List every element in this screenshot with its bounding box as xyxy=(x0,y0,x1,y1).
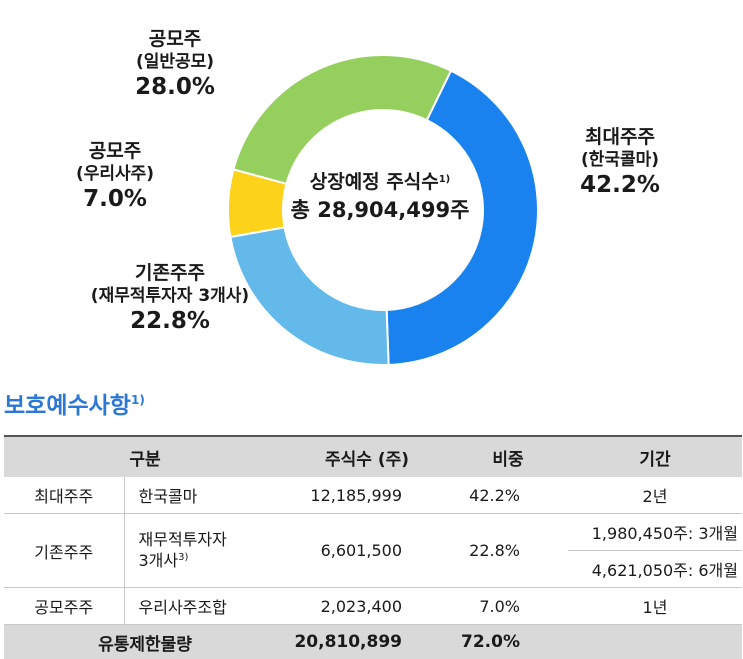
lockup-table: 구분 주식수 (주) 비중 기간 최대주주 한국콜마 12,185,999 42… xyxy=(4,435,742,659)
row-period: 1년 xyxy=(568,588,742,625)
total-period xyxy=(568,625,742,659)
center-value: 총 28,904,499주 xyxy=(270,196,490,224)
section-title: 보호예수사항1) xyxy=(4,386,145,420)
slice-label-largest-shareholder: 최대주주 (한국콜마) 42.2% xyxy=(555,126,685,200)
donut-center-label: 상장예정 주식수1) 총 28,904,499주 xyxy=(270,170,490,224)
center-title: 상장예정 주식수1) xyxy=(270,170,490,196)
table-row: 기존주주 재무적투자자 3개사3) 6,601,500 22.8% 1,980,… xyxy=(4,514,742,551)
header-shares: 주식수 (주) xyxy=(286,436,448,477)
table-row: 공모주주 우리사주조합 2,023,400 7.0% 1년 xyxy=(4,588,742,625)
total-label: 유통제한물량 xyxy=(4,625,286,659)
row-period: 1,980,450주: 3개월 xyxy=(568,514,742,551)
row-ratio: 42.2% xyxy=(448,477,568,514)
row-period: 2년 xyxy=(568,477,742,514)
row-group: 기존주주 xyxy=(4,514,124,588)
slice-label-public-offering: 공모주 (일반공모) 28.0% xyxy=(115,28,235,102)
total-ratio: 72.0% xyxy=(448,625,568,659)
slice-label-existing-shareholders: 기존주주 (재무적투자자 3개사) 22.8% xyxy=(60,262,280,336)
slice-label-employee-offering: 공모주 (우리사주) 7.0% xyxy=(55,140,175,214)
header-ratio: 비중 xyxy=(448,436,568,477)
header-category: 구분 xyxy=(4,436,286,477)
row-group: 공모주주 xyxy=(4,588,124,625)
slice-public-offering xyxy=(233,55,451,184)
table-row: 최대주주 한국콜마 12,185,999 42.2% 2년 xyxy=(4,477,742,514)
header-period: 기간 xyxy=(568,436,742,477)
table-total-row: 유통제한물량 20,810,899 72.0% xyxy=(4,625,742,659)
table-header-row: 구분 주식수 (주) 비중 기간 xyxy=(4,436,742,477)
row-detail: 한국콜마 xyxy=(124,477,286,514)
row-shares: 6,601,500 xyxy=(286,514,448,588)
row-shares: 12,185,999 xyxy=(286,477,448,514)
row-ratio: 7.0% xyxy=(448,588,568,625)
row-shares: 2,023,400 xyxy=(286,588,448,625)
row-detail: 재무적투자자 3개사3) xyxy=(124,514,286,588)
row-period: 4,621,050주: 6개월 xyxy=(568,551,742,588)
row-group: 최대주주 xyxy=(4,477,124,514)
row-detail: 우리사주조합 xyxy=(124,588,286,625)
ownership-donut-chart: 상장예정 주식수1) 총 28,904,499주 최대주주 (한국콜마) 42.… xyxy=(0,0,743,375)
row-ratio: 22.8% xyxy=(448,514,568,588)
total-shares: 20,810,899 xyxy=(286,625,448,659)
